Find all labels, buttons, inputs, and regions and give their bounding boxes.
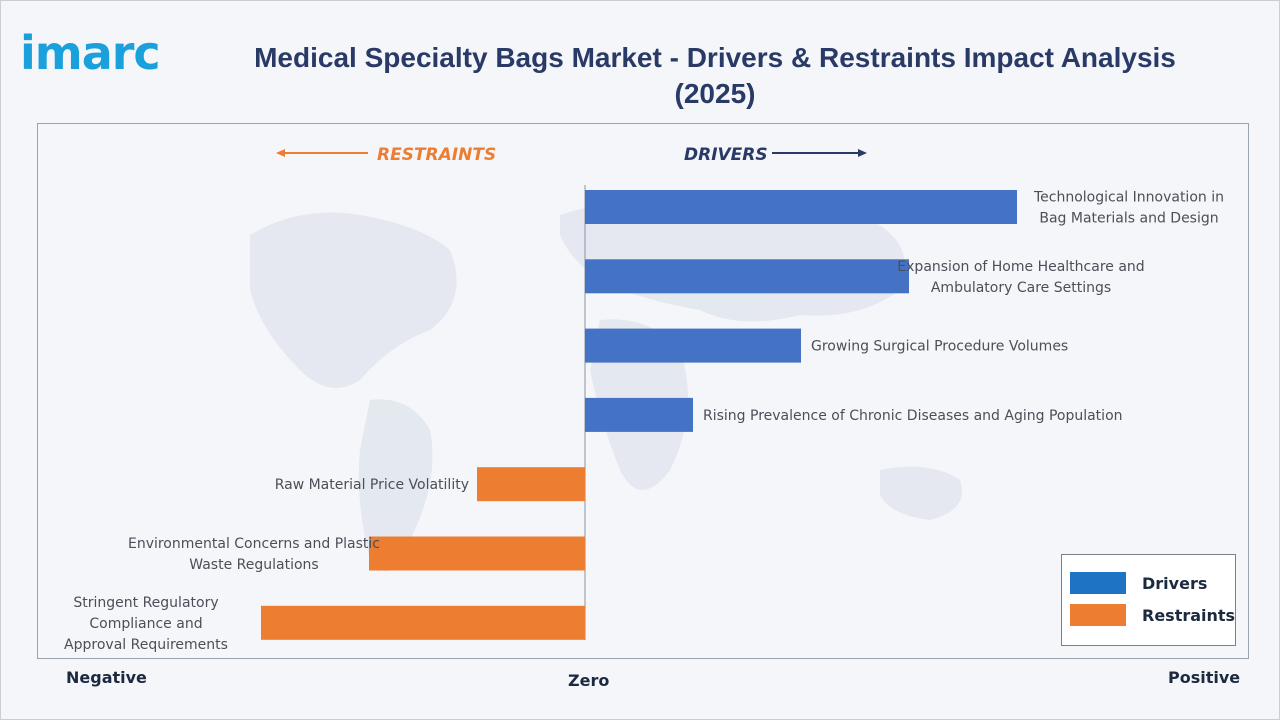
legend-swatch-drivers bbox=[1070, 572, 1126, 594]
axis-negative-label: Negative bbox=[66, 668, 147, 687]
legend-label-drivers: Drivers bbox=[1142, 573, 1208, 593]
category-label-2: Growing Surgical Procedure Volumes bbox=[811, 339, 1068, 355]
category-label-5-line-0: Environmental Concerns and Plastic bbox=[128, 536, 380, 552]
chart-title: Medical Specialty Bags Market - Drivers … bbox=[254, 42, 1176, 109]
chart-legend: Drivers Restraints bbox=[1061, 554, 1236, 646]
category-label-6-line-0: Stringent Regulatory bbox=[73, 595, 218, 611]
drivers-direction-label: DRIVERS bbox=[684, 145, 768, 165]
category-label-6-line-1: Compliance and bbox=[89, 616, 202, 632]
bar-drivers-2 bbox=[585, 328, 801, 363]
bar-restraints-5 bbox=[369, 536, 585, 571]
category-label-0: Technological Innovation in Bag Materials… bbox=[1033, 190, 1224, 227]
category-label-5-line-1: Waste Regulations bbox=[189, 557, 318, 573]
category-label-3-line-0: Rising Prevalence of Chronic Diseases an… bbox=[703, 408, 1123, 424]
category-label-1-line-1: Ambulatory Care Settings bbox=[931, 280, 1111, 296]
category-label-0-line-0: Technological Innovation in bbox=[1033, 190, 1224, 206]
imarc-logo: imarc bbox=[20, 26, 161, 80]
category-label-0-line-1: Bag Materials and Design bbox=[1039, 211, 1218, 227]
category-label-2-line-0: Growing Surgical Procedure Volumes bbox=[811, 339, 1068, 355]
axis-zero-label: Zero bbox=[568, 671, 610, 690]
legend-item-drivers: Drivers bbox=[1070, 571, 1207, 595]
axis-positive-label: Positive bbox=[1168, 668, 1241, 687]
category-label-5: Environmental Concerns and Plastic Waste … bbox=[128, 536, 380, 573]
bar-drivers-1 bbox=[585, 259, 909, 294]
legend-item-restraints: Restraints bbox=[1070, 603, 1235, 627]
restraints-direction-label: RESTRAINTS bbox=[377, 145, 497, 165]
bar-restraints-4 bbox=[477, 467, 585, 502]
category-label-4: Raw Material Price Volatility bbox=[275, 477, 469, 493]
category-label-3: Rising Prevalence of Chronic Diseases an… bbox=[703, 408, 1123, 424]
category-label-1: Expansion of Home Healthcare and Ambulato… bbox=[897, 259, 1144, 296]
bar-restraints-6 bbox=[261, 605, 585, 640]
category-label-1-line-0: Expansion of Home Healthcare and bbox=[897, 259, 1144, 275]
category-label-6-line-2: Approval Requirements bbox=[64, 637, 228, 653]
legend-label-restraints: Restraints bbox=[1142, 605, 1236, 625]
category-label-6: Stringent Regulatory Compliance and Approv… bbox=[64, 595, 228, 653]
bar-drivers-3 bbox=[585, 397, 693, 432]
category-label-4-line-0: Raw Material Price Volatility bbox=[275, 477, 469, 493]
bar-drivers-0 bbox=[585, 190, 1017, 224]
legend-swatch-restraints bbox=[1070, 604, 1126, 626]
